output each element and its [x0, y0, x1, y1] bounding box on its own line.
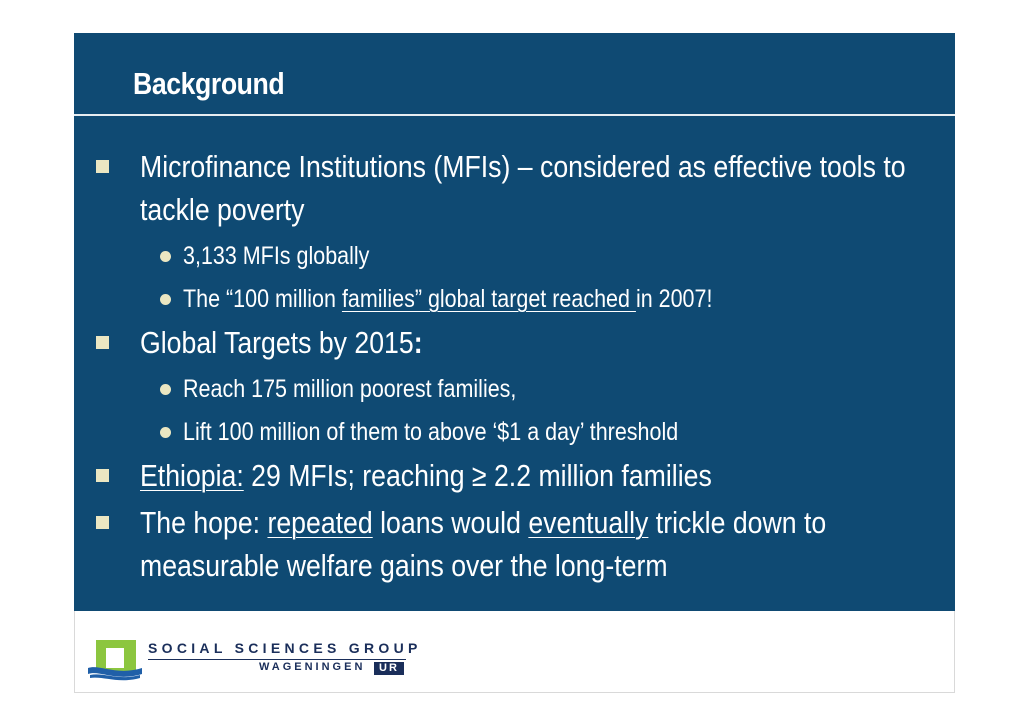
bullet-item: Global Targets by 2015: — [96, 321, 936, 364]
round-bullet-icon — [160, 427, 171, 438]
bullet-text: Global Targets by 2015: — [140, 325, 423, 360]
wageningen-logo-mark-icon — [88, 640, 142, 681]
sub-bullet-item: Reach 175 million poorest families, — [96, 368, 936, 411]
content-panel — [74, 33, 955, 611]
bullet-item: Ethiopia: 29 MFIs; reaching ≥ 2.2 millio… — [96, 454, 936, 497]
sub-bullet-text: Reach 175 million poorest families, — [183, 375, 517, 403]
bullet-text: Microfinance Institutions (MFIs) – consi… — [140, 149, 906, 227]
slide-title: Background — [133, 66, 285, 101]
round-bullet-icon — [160, 294, 171, 305]
bullet-list: Microfinance Institutions (MFIs) – consi… — [96, 145, 936, 591]
round-bullet-icon — [160, 384, 171, 395]
bullet-text: Ethiopia: 29 MFIs; reaching ≥ 2.2 millio… — [140, 458, 712, 493]
logo-divider — [148, 659, 406, 660]
logo-text-top: SOCIAL SCIENCES GROUP — [148, 640, 422, 656]
bullet-item: The hope: repeated loans would eventuall… — [96, 501, 936, 587]
sub-bullet-text: The “100 million families” global target… — [183, 285, 713, 313]
square-bullet-icon — [96, 336, 109, 349]
logo-text-bottom: WAGENINGEN — [259, 661, 366, 673]
title-divider — [74, 114, 955, 116]
sub-bullet-item: Lift 100 million of them to above ‘$1 a … — [96, 411, 936, 454]
wageningen-logo: SOCIAL SCIENCES GROUP WAGENINGEN UR — [86, 634, 417, 684]
sub-bullet-text: Lift 100 million of them to above ‘$1 a … — [183, 418, 679, 446]
bullet-text: The hope: repeated loans would eventuall… — [140, 505, 827, 583]
sub-bullet-item: 3,133 MFIs globally — [96, 235, 936, 278]
sub-bullet-item: The “100 million families” global target… — [96, 278, 936, 321]
square-bullet-icon — [96, 516, 109, 529]
square-bullet-icon — [96, 160, 109, 173]
bullet-item: Microfinance Institutions (MFIs) – consi… — [96, 145, 936, 231]
sub-bullet-text: 3,133 MFIs globally — [183, 242, 370, 270]
square-bullet-icon — [96, 469, 109, 482]
round-bullet-icon — [160, 251, 171, 262]
logo-ur-badge: UR — [374, 662, 404, 675]
